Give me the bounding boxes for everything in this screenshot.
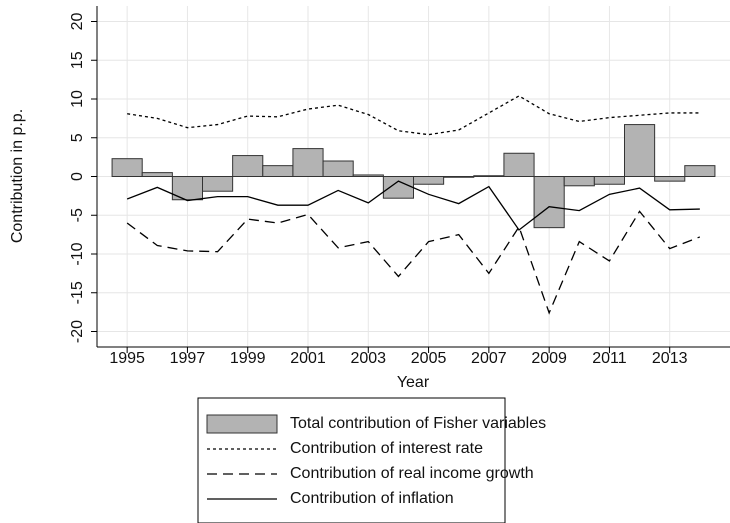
bar	[563, 176, 595, 187]
bar	[232, 155, 264, 177]
y-tick-label: -5	[69, 208, 86, 222]
y-axis-label: Contribution in p.p.	[9, 109, 26, 243]
bar	[503, 152, 535, 177]
y-tick-label: 20	[69, 13, 86, 31]
bar	[473, 175, 505, 178]
bar	[322, 160, 354, 177]
x-tick-label: 2003	[350, 350, 386, 367]
bar	[262, 165, 294, 177]
legend-label: Contribution of interest rate	[290, 440, 483, 457]
line	[126, 180, 700, 231]
x-axis-label: Year	[397, 374, 430, 391]
line	[127, 95, 700, 136]
bar	[593, 176, 625, 185]
y-tick-label: 10	[69, 90, 86, 108]
legend-label: Contribution of inflation	[290, 490, 454, 507]
bar	[141, 172, 173, 177]
y-tick-label: -20	[69, 320, 86, 343]
x-tick-label: 2005	[411, 350, 447, 367]
bar	[684, 165, 716, 177]
bar	[292, 148, 324, 178]
line	[126, 210, 701, 315]
y-tick-label: 15	[69, 51, 86, 69]
bar	[352, 174, 384, 177]
legend-label: Total contribution of Fisher variables	[290, 415, 546, 432]
x-tick-label: 2007	[471, 350, 507, 367]
bar	[413, 176, 445, 185]
x-tick-label: 1997	[170, 350, 206, 367]
x-tick-label: 2001	[290, 350, 326, 367]
y-tick-label: -10	[69, 242, 86, 265]
x-tick-label: 2013	[652, 350, 688, 367]
x-tick-label: 1995	[109, 350, 145, 367]
bar	[654, 176, 686, 182]
x-tick-label: 2011	[592, 350, 627, 367]
y-tick-label: -15	[69, 281, 86, 304]
bar	[443, 176, 475, 178]
bar	[382, 176, 415, 199]
bar	[202, 176, 234, 192]
y-tick-label: 5	[69, 133, 86, 142]
x-tick-label: 2009	[531, 350, 567, 367]
bar	[111, 158, 143, 178]
bar	[624, 124, 656, 177]
y-tick-label: 0	[69, 172, 86, 181]
bar	[533, 176, 565, 229]
x-tick-label: 1999	[230, 350, 266, 367]
legend-swatch	[206, 414, 278, 434]
legend-label: Contribution of real income growth	[290, 465, 534, 482]
